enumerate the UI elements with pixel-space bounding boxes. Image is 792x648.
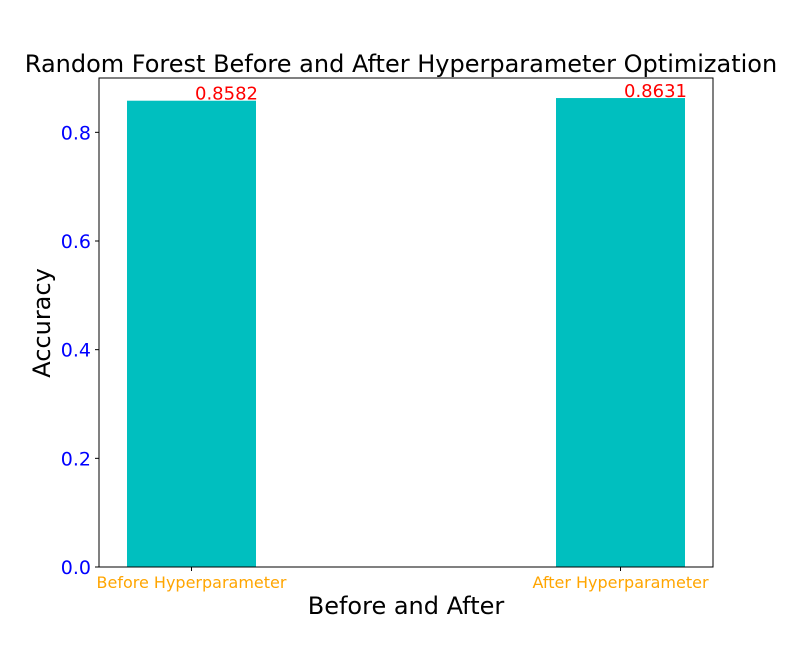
bars-layer: 0.8582 0.8631 xyxy=(127,81,687,567)
y-axis-ticks: 0.0 0.2 0.4 0.6 0.8 xyxy=(61,122,99,579)
x-tick-label: After Hyperparameter xyxy=(532,573,708,592)
y-tick-label: 0.6 xyxy=(61,231,91,253)
x-tick-label: Before Hyperparameter xyxy=(97,573,287,592)
y-tick-label: 0.2 xyxy=(61,448,91,470)
x-axis-ticks: Before Hyperparameter After Hyperparamete… xyxy=(97,567,709,592)
bar-value-label: 0.8631 xyxy=(624,81,687,102)
bar-before xyxy=(127,100,256,567)
y-tick-label: 0.4 xyxy=(61,340,91,362)
x-axis-label: Before and After xyxy=(308,592,505,620)
bar-value-label: 0.8582 xyxy=(195,84,258,105)
y-tick-label: 0.8 xyxy=(61,122,91,144)
plot-frame xyxy=(98,77,714,568)
chart-title: Random Forest Before and After Hyperpara… xyxy=(25,50,777,78)
y-tick-label: 0.0 xyxy=(61,557,91,579)
y-axis-label: Accuracy xyxy=(28,268,56,378)
bar-after xyxy=(556,98,685,567)
